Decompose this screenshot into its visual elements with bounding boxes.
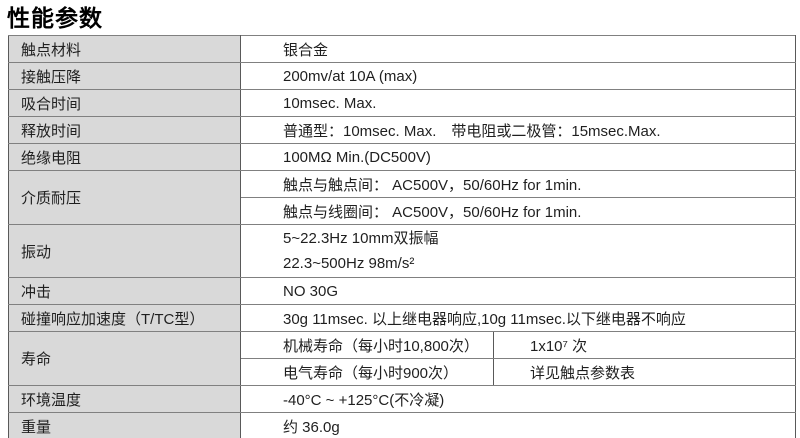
row-value: 100MΩ Min.(DC500V) <box>239 143 797 171</box>
table-row: 振动 5~22.3Hz 10mm双振幅 22.3~500Hz 98m/s² <box>8 224 797 278</box>
row-label: 接触压降 <box>8 62 241 90</box>
table-row: 电气寿命（每小时900次） 详见触点参数表 <box>9 358 797 386</box>
row-value: 银合金 <box>239 35 797 63</box>
performance-parameters-table: 触点材料 银合金 接触压降 200mv/at 10A (max) 吸合时间 10… <box>8 35 797 438</box>
row-value: 30g 11msec. 以上继电器响应,10g 11msec.以下继电器不响应 <box>239 304 797 332</box>
row-label: 触点材料 <box>8 35 241 63</box>
row-label: 寿命 <box>8 331 241 386</box>
row-value: 约 36.0g <box>239 412 797 438</box>
table-row: 碰撞响应加速度（T/TC型） 30g 11msec. 以上继电器响应,10g 1… <box>8 304 797 332</box>
table-row: 重量 约 36.0g <box>8 412 797 438</box>
value-line: 22.3~500Hz 98m/s² <box>283 255 415 272</box>
table-row: 触点材料 银合金 <box>8 35 797 63</box>
table-row: 寿命 机械寿命（每小时10,800次） 1x10⁷ 次 <box>8 331 797 386</box>
row-label: 绝缘电阻 <box>8 143 241 171</box>
row-subvalue: 触点与线圈间： AC500V，50/60Hz for 1min. <box>239 197 797 225</box>
row-label: 重量 <box>8 412 241 438</box>
table-row: 接触压降 200mv/at 10A (max) <box>8 62 797 90</box>
row-label: 振动 <box>8 224 241 278</box>
row-subvalue-right: 详见触点参数表 <box>492 358 797 386</box>
row-label: 碰撞响应加速度（T/TC型） <box>8 304 241 332</box>
table-row: 吸合时间 10msec. Max. <box>8 89 797 117</box>
row-value: 10msec. Max. <box>239 89 797 117</box>
row-label: 释放时间 <box>8 116 241 144</box>
table-row: 绝缘电阻 100MΩ Min.(DC500V) <box>8 143 797 171</box>
row-value: 200mv/at 10A (max) <box>239 62 797 90</box>
row-value: -40°C ~ +125°C(不冷凝) <box>239 385 797 413</box>
table-row: 介质耐压 触点与触点间： AC500V，50/60Hz for 1min. <box>8 170 797 225</box>
row-subvalue: 触点与触点间： AC500V，50/60Hz for 1min. <box>239 170 797 198</box>
row-value: 普通型：10msec. Max. 带电阻或二极管：15msec.Max. <box>239 116 797 144</box>
row-value: NO 30G <box>239 277 797 305</box>
table-row: 释放时间 普通型：10msec. Max. 带电阻或二极管：15msec.Max… <box>8 116 797 144</box>
row-label: 吸合时间 <box>8 89 241 117</box>
table-row: 环境温度 -40°C ~ +125°C(不冷凝) <box>8 385 797 413</box>
value-line: 5~22.3Hz 10mm双振幅 <box>283 230 439 247</box>
row-label: 冲击 <box>8 277 241 305</box>
table-row: 冲击 NO 30G <box>8 277 797 305</box>
table-row: 触点与线圈间： AC500V，50/60Hz for 1min. <box>9 197 797 225</box>
row-subvalue-left: 机械寿命（每小时10,800次） <box>240 331 494 359</box>
row-label: 介质耐压 <box>8 170 241 225</box>
row-value: 5~22.3Hz 10mm双振幅 22.3~500Hz 98m/s² <box>239 224 797 278</box>
row-subvalue-right: 1x10⁷ 次 <box>492 331 797 359</box>
page-title: 性能参数 <box>7 5 103 31</box>
row-label: 环境温度 <box>8 385 241 413</box>
row-subvalue-left: 电气寿命（每小时900次） <box>240 358 494 386</box>
